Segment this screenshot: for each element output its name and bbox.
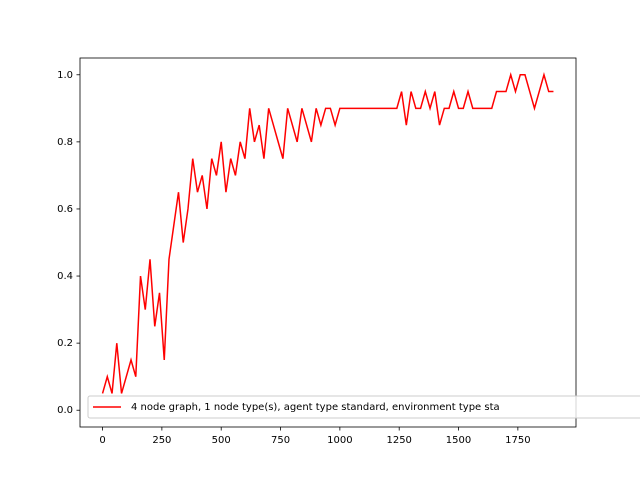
- x-tick-label: 1750: [505, 435, 530, 446]
- y-tick-label: 0.2: [57, 338, 73, 349]
- x-tick-label: 500: [212, 435, 231, 446]
- legend-label: 4 node graph, 1 node type(s), agent type…: [131, 402, 500, 413]
- x-tick-label: 0: [99, 435, 105, 446]
- y-tick-label: 1.0: [57, 70, 73, 81]
- plot-frame: [79, 57, 577, 428]
- x-tick-label: 1500: [446, 435, 471, 446]
- x-tick-label: 750: [271, 435, 290, 446]
- y-tick-label: 0.6: [57, 204, 73, 215]
- line: [101, 72, 554, 394]
- y-tick-label: 0.8: [57, 137, 73, 148]
- x-tick-label: 250: [152, 435, 171, 446]
- x-tick-label: 1250: [386, 435, 411, 446]
- y-tick-label: 0.4: [57, 271, 73, 282]
- x-tick-label: 1000: [327, 435, 352, 446]
- legend-box: [87, 395, 640, 419]
- y-tick-label: 0.0: [57, 405, 73, 416]
